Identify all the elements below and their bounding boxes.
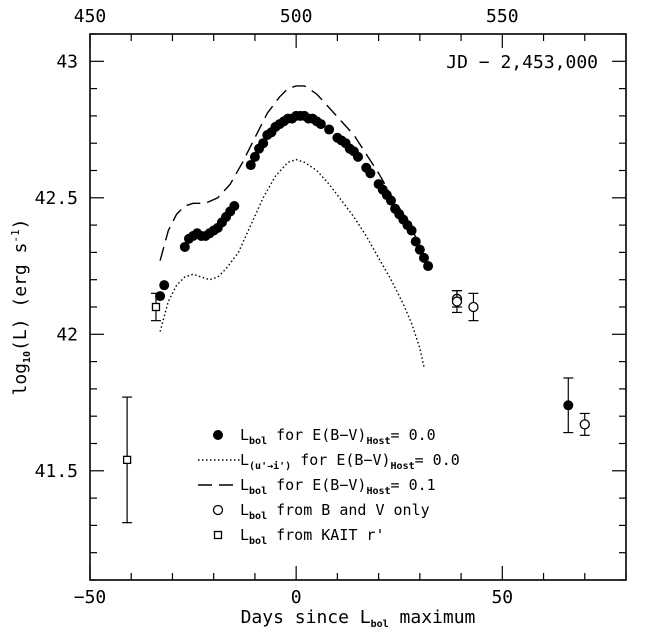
y-axis-label: log10(L) (erg s-1) xyxy=(9,218,33,395)
filled-circle-point xyxy=(418,252,429,263)
x-tick-label: 0 xyxy=(291,587,302,608)
filled-circle-point xyxy=(179,241,190,252)
y-tick-label: 41.5 xyxy=(35,461,78,482)
legend-label: Lbol for E(B−V)Host= 0.0 xyxy=(240,426,436,447)
filled-circle-point xyxy=(353,151,363,162)
filled-circle-point xyxy=(229,200,240,211)
x-axis-label: Days since Lbol maximum xyxy=(241,607,476,630)
filled-circle-point xyxy=(249,151,260,162)
filled-circle-point xyxy=(159,280,170,291)
plot-frame xyxy=(89,33,627,581)
top-tick-label: 550 xyxy=(486,6,519,27)
x-tick-label: 50 xyxy=(491,587,513,608)
legend-marker-filled-circle xyxy=(213,430,223,440)
legend-marker-open-circle xyxy=(212,504,224,516)
top-tick-label: 500 xyxy=(280,6,313,27)
y-tick-label: 42 xyxy=(56,324,78,345)
top-tick-label: 450 xyxy=(74,6,107,27)
filled-circle-point xyxy=(414,244,425,255)
filled-circle-point xyxy=(423,261,434,272)
legend-label: Lbol for E(B−V)Host= 0.1 xyxy=(240,476,436,497)
filled-circle-point xyxy=(563,400,574,411)
filled-circle-point xyxy=(155,291,166,302)
legend-label: Lbol from KAIT r' xyxy=(240,526,385,547)
filled-circle-point xyxy=(365,168,376,179)
open-square-point xyxy=(151,302,161,312)
legend: Lbol for E(B−V)Host= 0.0 L(u'→i') for E(B… xyxy=(198,426,460,547)
filled-circle-point xyxy=(406,225,417,236)
open-circle-point xyxy=(468,301,479,313)
data-points xyxy=(122,110,590,524)
filled-circle-point xyxy=(245,160,256,171)
open-circle-point xyxy=(579,419,590,430)
y-tick-label: 42.5 xyxy=(35,188,78,209)
legend-marker-open-square xyxy=(213,530,223,540)
filled-circle-point xyxy=(258,138,269,149)
filled-circle-point xyxy=(324,124,335,135)
legend-label: L(u'→i') for E(B−V)Host= 0.0 xyxy=(240,451,460,472)
y-tick-label: 43 xyxy=(56,51,78,72)
legend-label: Lbol from B and V only xyxy=(240,501,430,522)
tick-labels: −50 0 50 450 500 550 41.5 42 42.5 43 xyxy=(35,6,519,608)
model-curves xyxy=(159,85,425,368)
open-circle-point xyxy=(451,296,463,307)
x-tick-label: −50 xyxy=(74,587,107,608)
dotted-curve xyxy=(159,158,425,368)
top-axis-label: JD − 2,453,000 xyxy=(446,52,598,73)
axis-ticks xyxy=(89,33,627,581)
open-square-point xyxy=(122,455,132,465)
filled-circle-point xyxy=(385,195,396,206)
filled-circle-point xyxy=(315,119,326,130)
filled-circle-point xyxy=(410,236,421,247)
